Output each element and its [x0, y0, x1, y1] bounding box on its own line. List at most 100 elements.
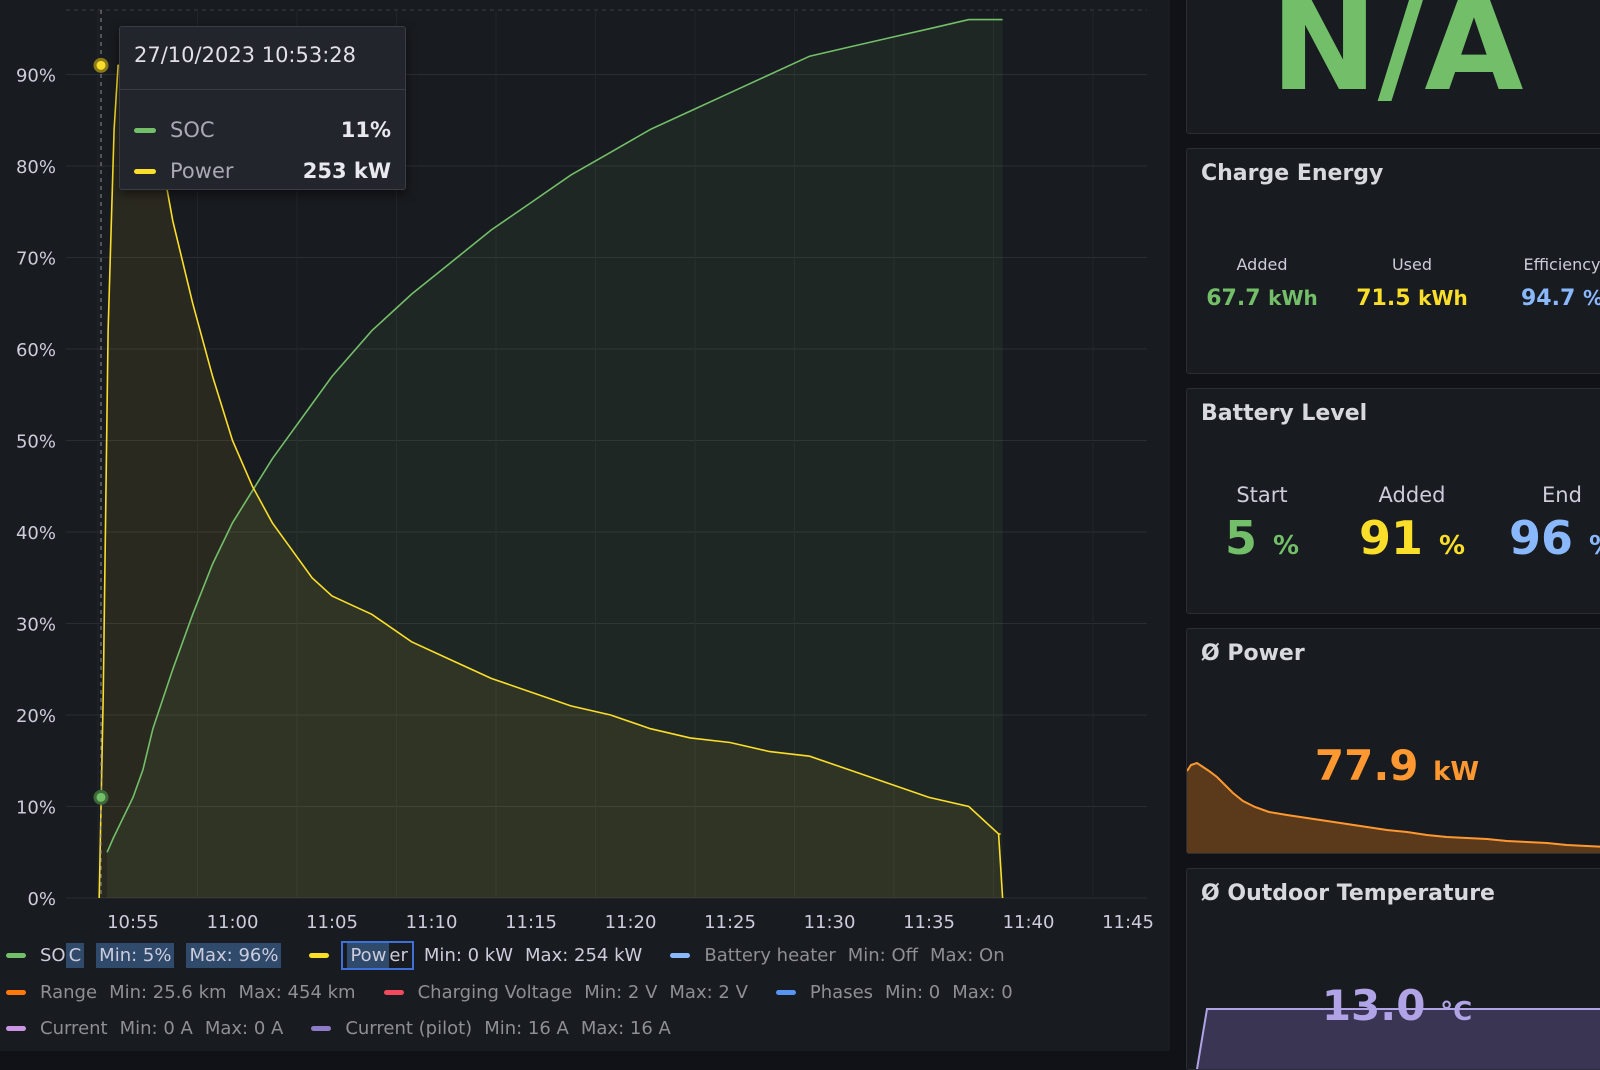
avg-power-value: 77.9 kW [1314, 741, 1480, 790]
soc-line [106, 18, 1003, 853]
legend-voltage-swatch [383, 989, 404, 995]
power-area [99, 65, 1003, 898]
legend-power-name: Pow er [341, 940, 414, 970]
energy-used-label: Used [1391, 255, 1433, 274]
legend-power[interactable]: Pow er Min: 0 kW Max: 254 kW [309, 940, 654, 970]
battery-start-value: 5 % [1224, 511, 1300, 565]
legend-current[interactable]: Current Min: 0 A Max: 0 A [6, 1018, 295, 1039]
legend-range[interactable]: Range Min: 25.6 km Max: 454 km [6, 982, 368, 1003]
soc-swatch [134, 127, 156, 133]
battery-start: Start 5 % [1187, 483, 1337, 565]
chart-areas [99, 19, 1003, 899]
legend-row-1: SO C Min: 5% Max: 96% Pow er Min: 0 kW Max… [6, 940, 1033, 970]
legend-current-swatch [6, 1025, 26, 1031]
legend-range-swatch [6, 989, 26, 995]
y-tick-label: 70% [16, 249, 56, 270]
power-swatch [134, 168, 156, 174]
legend-soc-swatch [6, 952, 26, 958]
y-tick-label: 30% [16, 615, 56, 636]
legend-range-min: Min: 25.6 km [109, 981, 227, 1003]
x-tick-label: 11:05 [306, 912, 358, 933]
legend-phases-max: Max: 0 [952, 981, 1013, 1003]
legend-phases-swatch [775, 989, 796, 995]
avg-temp-title: Ø Outdoor Temperature [1201, 881, 1495, 906]
tooltip-row-soc: SOC 11% [134, 115, 391, 145]
y-tick-label: 50% [16, 432, 56, 453]
energy-used-value: 71.5 kWh [1356, 286, 1468, 311]
status-panel: N/A [1186, 0, 1600, 134]
avg-temp-panel: Ø Outdoor Temperature 13.0 °C [1186, 868, 1600, 1070]
x-tick-label: 11:30 [804, 912, 856, 933]
battery-start-label: Start [1236, 483, 1288, 507]
battery-level-title: Battery Level [1201, 401, 1368, 426]
tooltip-divider [120, 89, 405, 90]
energy-efficiency-value: 94.7 % [1521, 286, 1600, 311]
battery-added-value: 91 % [1358, 511, 1466, 565]
legend-phases-name: Phases [809, 981, 874, 1003]
y-tick-label: 20% [16, 706, 56, 727]
legend-soc-max: Max: 96% [186, 942, 282, 968]
y-axis-ticks: 0% 10% 20% 30% 40% 50% 60% 70% 80% 90% [16, 66, 56, 911]
legend-power-max: Max: 254 kW [525, 944, 643, 966]
legend-phases-min: Min: 0 [885, 981, 941, 1003]
x-tick-label: 11:40 [1003, 912, 1055, 933]
legend-current-name: Current [40, 1017, 108, 1039]
y-tick-label: 40% [16, 523, 56, 544]
battery-added-label: Added [1378, 483, 1446, 507]
legend-row-3: Current Min: 0 A Max: 0 A Current (pilot… [6, 1013, 699, 1043]
x-tick-label: 11:25 [704, 912, 756, 933]
legend-voltage[interactable]: Charging Voltage Min: 2 V Max: 2 V [383, 981, 760, 1003]
legend-voltage-max: Max: 2 V [669, 981, 748, 1003]
legend-heater-swatch [670, 952, 691, 958]
legend-current-min: Min: 0 A [119, 1017, 193, 1039]
battery-end: End 96 % [1487, 483, 1600, 565]
x-tick-label: 10:55 [107, 912, 159, 933]
y-tick-label: 80% [16, 157, 56, 178]
legend-soc-min: Min: 5% [96, 942, 175, 968]
legend-power-min: Min: 0 kW [423, 944, 514, 966]
power-hover-point [93, 57, 109, 73]
avg-power-title: Ø Power [1201, 641, 1305, 666]
legend-phases[interactable]: Phases Min: 0 Max: 0 [775, 981, 1025, 1003]
battery-end-label: End [1542, 483, 1582, 507]
tooltip-time: 27/10/2023 10:53:28 [134, 43, 357, 67]
legend-heater[interactable]: Battery heater Min: Off Max: On [670, 945, 1016, 966]
charge-energy-title: Charge Energy [1201, 161, 1384, 186]
tooltip-soc-name: SOC [170, 118, 215, 142]
y-tick-label: 0% [27, 889, 56, 910]
y-tick-label: 60% [16, 340, 56, 361]
energy-used: Used 71.5 kWh [1337, 255, 1487, 311]
x-tick-label: 11:15 [505, 912, 557, 933]
x-tick-label: 11:00 [207, 912, 259, 933]
x-tick-label: 11:35 [903, 912, 955, 933]
legend-power-swatch [309, 952, 330, 958]
x-tick-label: 11:10 [406, 912, 458, 933]
energy-efficiency: Efficiency 94.7 % [1487, 255, 1600, 311]
hover-markers [93, 10, 109, 898]
x-tick-label: 11:45 [1102, 912, 1154, 933]
avg-power-sparkline [1187, 761, 1600, 853]
charge-chart-panel: 0% 10% 20% 30% 40% 50% 60% 70% 80% 90% 10:55 11:00… [0, 0, 1170, 1043]
legend-voltage-min: Min: 2 V [584, 981, 658, 1003]
tooltip-power-value: 253 kW [302, 159, 391, 183]
tooltip-row-power: Power 253 kW [134, 156, 391, 186]
energy-efficiency-label: Efficiency [1523, 255, 1600, 274]
legend-pilot-max: Max: 16 A [580, 1017, 671, 1039]
energy-added-value: 67.7 kWh [1206, 286, 1318, 311]
legend-current-max: Max: 0 A [204, 1017, 284, 1039]
y-tick-label: 10% [16, 798, 56, 819]
legend-voltage-name: Charging Voltage [417, 981, 573, 1003]
legend-soc[interactable]: SO C Min: 5% Max: 96% [6, 942, 293, 968]
chart-tooltip: 27/10/2023 10:53:28 SOC 11% Power 253 kW [119, 26, 406, 190]
legend-heater-min: Min: Off [847, 944, 919, 966]
soc-area [107, 19, 1003, 899]
soc-hover-point [93, 789, 109, 805]
battery-level-panel: Battery Level Start 5 % Added 91 % End 9… [1186, 388, 1600, 614]
legend-pilot-min: Min: 16 A [484, 1017, 569, 1039]
charge-chart[interactable]: 0% 10% 20% 30% 40% 50% 60% 70% 80% 90% 10:55 11:00… [0, 0, 1170, 960]
x-tick-label: 11:20 [605, 912, 657, 933]
legend-pilot[interactable]: Current (pilot) Min: 16 A Max: 16 A [311, 1018, 683, 1039]
energy-added: Added 67.7 kWh [1187, 255, 1337, 311]
tooltip-power-name: Power [170, 159, 234, 183]
tooltip-soc-value: 11% [340, 118, 391, 142]
